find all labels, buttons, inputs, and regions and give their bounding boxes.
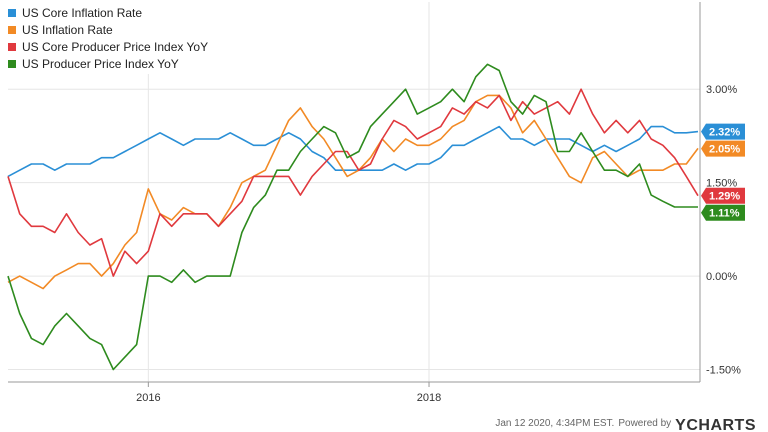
- chart-footer: Jan 12 2020, 4:34PM EST. Powered by YCHA…: [495, 418, 760, 432]
- timestamp: Jan 12 2020, 4:34PM EST.: [495, 418, 615, 429]
- legend-label: US Core Producer Price Index YoY: [22, 39, 209, 54]
- series-line: [7, 88, 699, 277]
- end-value-label: 2.32%: [701, 123, 745, 140]
- end-label-badge: [701, 123, 745, 140]
- end-label-badge: [701, 140, 745, 157]
- end-value-label: 2.05%: [701, 140, 745, 157]
- ycharts-logo[interactable]: YCHARTS: [675, 418, 756, 432]
- x-tick-label: 2016: [136, 392, 160, 404]
- axes: [8, 2, 701, 387]
- end-label-text: 1.29%: [709, 191, 740, 203]
- legend-item[interactable]: US Inflation Rate: [8, 21, 208, 38]
- end-label-text: 1.11%: [709, 208, 740, 220]
- legend-swatch-icon: [8, 25, 16, 34]
- legend-label: US Inflation Rate: [22, 22, 113, 37]
- chart-legend: US Core Inflation Rate US Inflation Rate…: [4, 2, 215, 74]
- legend-item[interactable]: US Core Inflation Rate: [8, 4, 208, 21]
- legend-label: US Producer Price Index YoY: [22, 56, 179, 71]
- legend-swatch-icon: [8, 42, 16, 51]
- series-lines: [7, 63, 699, 371]
- y-tick-label: -1.50%: [706, 365, 741, 377]
- y-tick-label: 3.00%: [706, 84, 737, 96]
- end-label-text: 2.32%: [709, 127, 740, 139]
- series-line: [7, 125, 699, 178]
- legend-swatch-icon: [8, 59, 16, 68]
- legend-swatch-icon: [8, 8, 16, 17]
- y-tick-label: 0.00%: [706, 271, 737, 283]
- x-tick-label: 2018: [417, 392, 441, 404]
- tick-labels: 3.00% 1.50% 0.00% -1.50% 2016 2018: [136, 84, 741, 404]
- grid-lines: [8, 2, 700, 382]
- legend-item[interactable]: US Core Producer Price Index YoY: [8, 38, 208, 55]
- legend-label: US Core Inflation Rate: [22, 5, 143, 20]
- end-label-badge: [701, 187, 745, 204]
- legend-item[interactable]: US Producer Price Index YoY: [8, 55, 208, 72]
- end-label-badge: [701, 204, 745, 221]
- powered-by-text: Powered by: [618, 418, 672, 429]
- end-value-labels: 2.32% 2.05% 1.29% 1.11%: [701, 123, 745, 221]
- y-tick-label: 1.50%: [706, 178, 737, 190]
- end-value-label: 1.11%: [701, 204, 745, 221]
- series-line: [7, 94, 699, 290]
- end-label-text: 2.05%: [709, 144, 740, 156]
- series-line: [7, 63, 698, 371]
- end-value-label: 1.29%: [701, 187, 745, 204]
